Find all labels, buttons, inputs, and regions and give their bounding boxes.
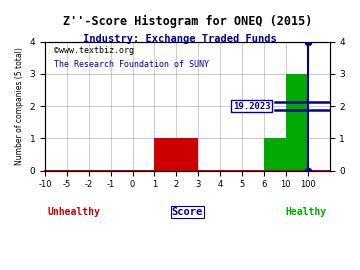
Text: Industry: Exchange Traded Funds: Industry: Exchange Traded Funds xyxy=(83,34,277,44)
Bar xyxy=(154,139,198,171)
Text: Score: Score xyxy=(172,207,203,217)
Y-axis label: Number of companies (5 total): Number of companies (5 total) xyxy=(15,47,24,165)
Bar xyxy=(286,74,308,171)
Bar xyxy=(264,139,286,171)
Text: The Research Foundation of SUNY: The Research Foundation of SUNY xyxy=(54,60,208,69)
Title: Z''-Score Histogram for ONEQ (2015): Z''-Score Histogram for ONEQ (2015) xyxy=(63,15,312,28)
Text: ©www.textbiz.org: ©www.textbiz.org xyxy=(54,46,134,55)
Text: Healthy: Healthy xyxy=(285,207,327,217)
Text: 19.2023: 19.2023 xyxy=(233,102,270,111)
Text: Unhealthy: Unhealthy xyxy=(48,207,101,217)
